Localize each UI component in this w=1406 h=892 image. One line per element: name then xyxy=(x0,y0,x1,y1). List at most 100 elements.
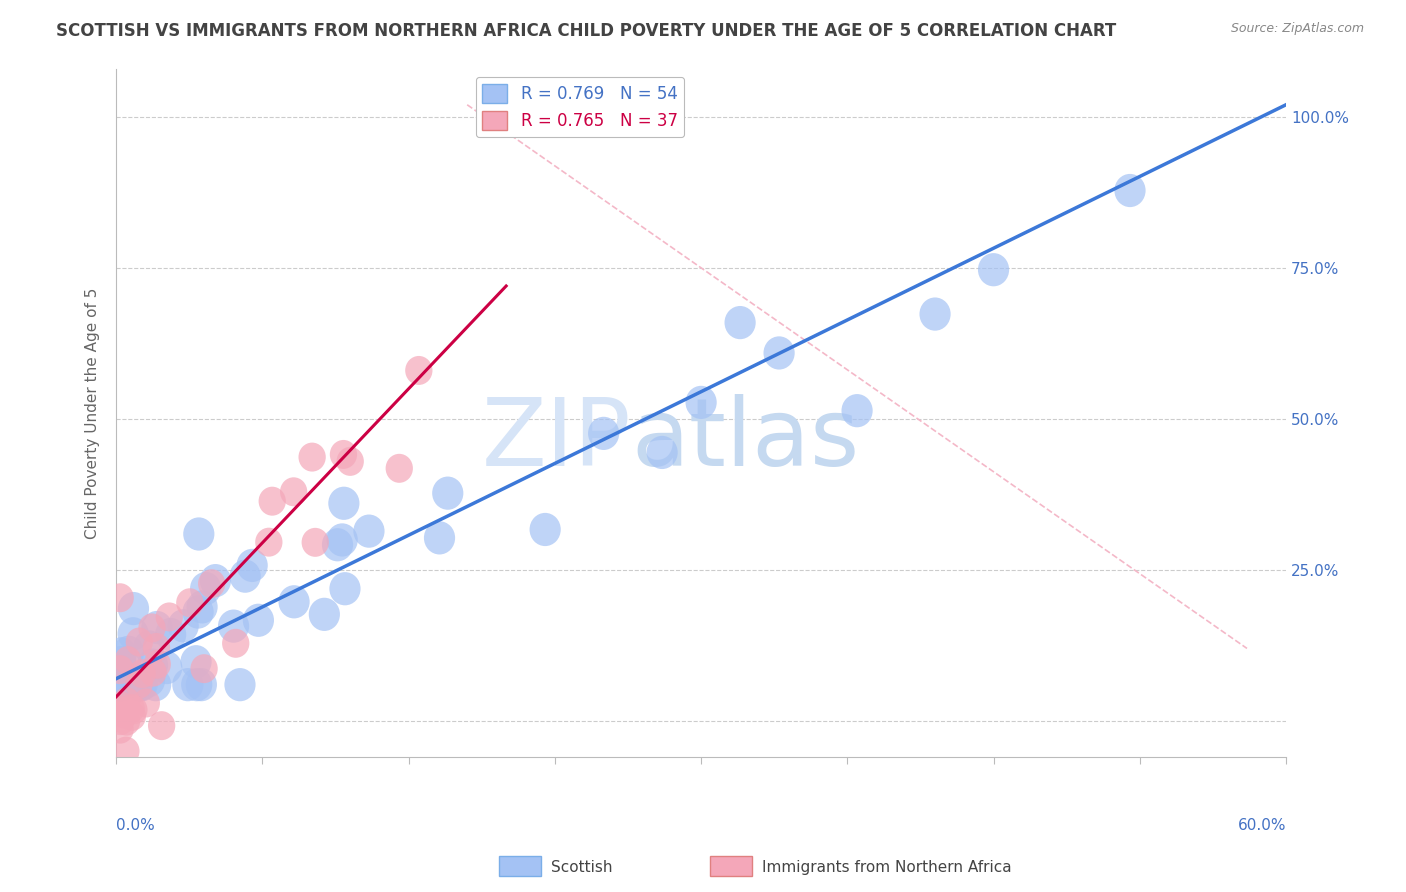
Text: ZIP: ZIP xyxy=(481,394,631,486)
Ellipse shape xyxy=(353,515,385,548)
Ellipse shape xyxy=(105,646,136,679)
Ellipse shape xyxy=(112,737,139,765)
Ellipse shape xyxy=(686,386,717,419)
Ellipse shape xyxy=(139,657,167,687)
Ellipse shape xyxy=(329,572,360,606)
Ellipse shape xyxy=(183,596,214,629)
Ellipse shape xyxy=(167,609,198,642)
Ellipse shape xyxy=(588,417,619,450)
Ellipse shape xyxy=(142,611,173,644)
Ellipse shape xyxy=(134,631,165,664)
Text: Scottish: Scottish xyxy=(551,860,613,874)
Text: SCOTTISH VS IMMIGRANTS FROM NORTHERN AFRICA CHILD POVERTY UNDER THE AGE OF 5 COR: SCOTTISH VS IMMIGRANTS FROM NORTHERN AFR… xyxy=(56,22,1116,40)
Ellipse shape xyxy=(181,668,212,701)
Ellipse shape xyxy=(121,696,148,724)
Ellipse shape xyxy=(336,447,364,475)
Ellipse shape xyxy=(298,442,326,472)
Ellipse shape xyxy=(180,645,212,678)
Ellipse shape xyxy=(141,668,172,701)
Ellipse shape xyxy=(222,629,249,657)
Ellipse shape xyxy=(112,636,143,669)
Ellipse shape xyxy=(156,602,183,632)
Ellipse shape xyxy=(105,637,136,671)
Ellipse shape xyxy=(190,572,221,605)
Ellipse shape xyxy=(104,668,136,701)
Ellipse shape xyxy=(143,649,172,679)
Text: 0.0%: 0.0% xyxy=(117,818,155,832)
Ellipse shape xyxy=(278,585,309,618)
Ellipse shape xyxy=(114,646,142,675)
Ellipse shape xyxy=(128,659,156,688)
Ellipse shape xyxy=(225,668,256,701)
Ellipse shape xyxy=(136,648,169,681)
Ellipse shape xyxy=(322,528,353,561)
Ellipse shape xyxy=(385,454,413,483)
Ellipse shape xyxy=(105,668,136,701)
Ellipse shape xyxy=(190,654,218,683)
Ellipse shape xyxy=(118,702,146,731)
Ellipse shape xyxy=(432,476,464,509)
Ellipse shape xyxy=(236,549,267,582)
Ellipse shape xyxy=(107,583,134,612)
Ellipse shape xyxy=(425,521,456,555)
Ellipse shape xyxy=(326,524,357,557)
Ellipse shape xyxy=(330,440,357,469)
Ellipse shape xyxy=(920,297,950,331)
Ellipse shape xyxy=(107,656,134,684)
Ellipse shape xyxy=(176,588,204,617)
Ellipse shape xyxy=(530,513,561,546)
Ellipse shape xyxy=(118,617,149,650)
Ellipse shape xyxy=(104,668,136,701)
Text: 60.0%: 60.0% xyxy=(1237,818,1286,832)
Text: Immigrants from Northern Africa: Immigrants from Northern Africa xyxy=(762,860,1012,874)
Ellipse shape xyxy=(841,394,873,427)
Ellipse shape xyxy=(104,668,136,701)
Ellipse shape xyxy=(173,668,204,701)
Ellipse shape xyxy=(143,633,170,662)
Ellipse shape xyxy=(229,559,260,593)
Ellipse shape xyxy=(647,436,678,469)
Ellipse shape xyxy=(186,668,217,701)
Ellipse shape xyxy=(979,253,1010,286)
Ellipse shape xyxy=(112,687,141,716)
Ellipse shape xyxy=(328,487,360,520)
Ellipse shape xyxy=(125,670,153,698)
Ellipse shape xyxy=(107,714,134,744)
Ellipse shape xyxy=(1115,174,1146,207)
Ellipse shape xyxy=(302,528,329,557)
Ellipse shape xyxy=(309,598,340,631)
Ellipse shape xyxy=(259,487,285,516)
Ellipse shape xyxy=(107,706,135,735)
Ellipse shape xyxy=(134,664,165,697)
Ellipse shape xyxy=(127,668,157,701)
Ellipse shape xyxy=(125,668,156,701)
Ellipse shape xyxy=(112,660,143,693)
Y-axis label: Child Poverty Under the Age of 5: Child Poverty Under the Age of 5 xyxy=(86,287,100,539)
Ellipse shape xyxy=(112,706,141,736)
Ellipse shape xyxy=(198,569,225,599)
Ellipse shape xyxy=(243,604,274,637)
Ellipse shape xyxy=(118,694,145,723)
Text: atlas: atlas xyxy=(631,394,859,486)
Text: Source: ZipAtlas.com: Source: ZipAtlas.com xyxy=(1230,22,1364,36)
Ellipse shape xyxy=(280,477,308,507)
Ellipse shape xyxy=(124,668,155,701)
Ellipse shape xyxy=(107,696,134,725)
Ellipse shape xyxy=(724,306,755,339)
Ellipse shape xyxy=(183,517,214,550)
Ellipse shape xyxy=(118,592,149,625)
Ellipse shape xyxy=(155,618,186,651)
Ellipse shape xyxy=(218,609,249,643)
Ellipse shape xyxy=(125,627,153,657)
Ellipse shape xyxy=(763,336,794,369)
Ellipse shape xyxy=(132,689,160,717)
Ellipse shape xyxy=(187,591,218,624)
Ellipse shape xyxy=(405,356,433,385)
Ellipse shape xyxy=(148,711,176,740)
Ellipse shape xyxy=(200,564,231,598)
Ellipse shape xyxy=(138,614,166,642)
Legend: R = 0.769   N = 54, R = 0.765   N = 37: R = 0.769 N = 54, R = 0.765 N = 37 xyxy=(475,77,685,137)
Ellipse shape xyxy=(150,651,183,684)
Ellipse shape xyxy=(256,528,283,557)
Ellipse shape xyxy=(108,691,135,721)
